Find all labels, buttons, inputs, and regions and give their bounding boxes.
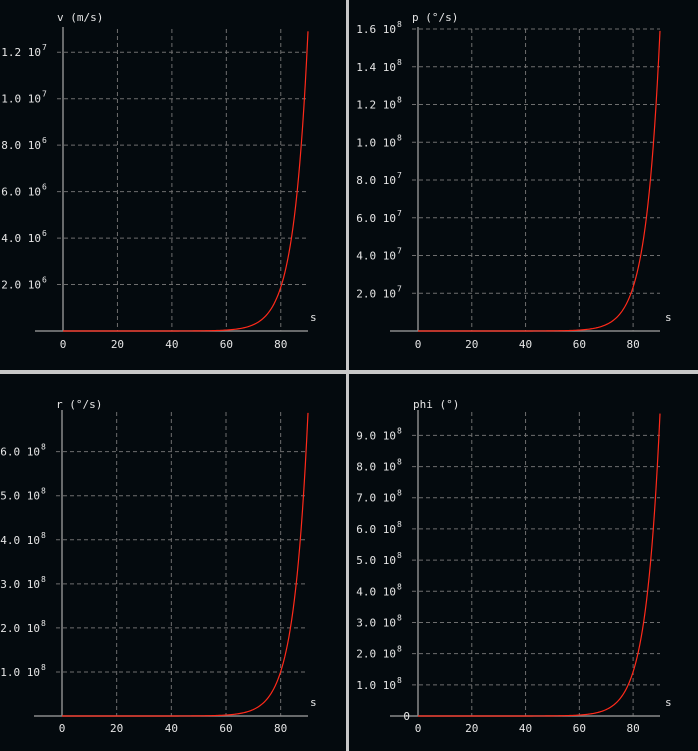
y-tick-exponent: 8 — [41, 487, 46, 496]
y-tick-label: 9.0 10 — [356, 429, 396, 442]
x-tick-label: 40 — [519, 338, 532, 351]
y-tick-exponent: 6 — [42, 229, 47, 238]
y-tick-exponent: 8 — [41, 619, 46, 628]
x-tick-label: 40 — [165, 338, 178, 351]
y-tick-exponent: 8 — [397, 582, 402, 591]
x-tick-label: 40 — [165, 722, 178, 735]
y-tick-exponent: 7 — [397, 209, 402, 218]
y-tick-exponent: 7 — [397, 284, 402, 293]
x-tick-label: 0 — [60, 338, 67, 351]
x-tick-label: 60 — [573, 722, 586, 735]
y-tick-exponent: 6 — [42, 183, 47, 192]
x-tick-label: 0 — [415, 722, 422, 735]
y-tick-exponent: 8 — [397, 645, 402, 654]
y-tick-label: 1.6 10 — [356, 23, 396, 36]
chart-panel-phi: phi (°) s 0 20 40 60 80 9.0 10 8 8.0 10 8 7.0 10 8 6.… — [349, 374, 698, 751]
y-tick-exponent: 8 — [41, 443, 46, 452]
x-tick-label: 40 — [519, 722, 532, 735]
y-tick-label: 1.0 10 — [0, 666, 40, 679]
y-tick-label: 6.0 10 — [356, 212, 396, 225]
y-tick-label: 2.0 10 — [1, 279, 41, 292]
x-tick-label: 20 — [465, 722, 478, 735]
y-tick-label: 1.2 10 — [356, 99, 396, 112]
x-tick-label: 60 — [219, 722, 232, 735]
chart-panel-r: r (°/s) s 0 20 40 60 80 6.0 10 8 5.0 10 8 4.0 10 8 3.… — [0, 374, 346, 751]
chart-phi-svg: phi (°)s0 20 40 60 809.0 10 88.0 10 87.0 10 86.… — [356, 398, 672, 735]
x-tick-label: 20 — [111, 338, 124, 351]
x-tick-label: 60 — [573, 338, 586, 351]
y-tick-exponent: 7 — [42, 43, 47, 52]
y-tick-exponent: 8 — [397, 520, 402, 529]
series-line-r — [62, 412, 309, 717]
y-tick-label: 5.0 10 — [356, 554, 396, 567]
x-tick-label: 60 — [220, 338, 233, 351]
chart-p-svg: p (°/s)s0 20 40 60 801.6 10 81.4 10 81.2 10 81.… — [356, 11, 672, 351]
y-tick-exponent: 6 — [42, 136, 47, 145]
chart-title-p: p (°/s) — [412, 11, 458, 24]
y-tick-exponent: 8 — [397, 551, 402, 560]
y-tick-label: 4.0 10 — [356, 585, 396, 598]
y-tick-exponent: 6 — [42, 276, 47, 285]
chart-v-svg: v (m/s)s0 20 40 60 801.2 10 71.0 10 78.0 10 66.… — [1, 11, 317, 351]
y-tick-exponent: 7 — [397, 247, 402, 256]
x-tick-label: 0 — [415, 338, 422, 351]
y-tick-label: 6.0 10 — [356, 523, 396, 536]
y-tick-label: 4.0 10 — [1, 232, 41, 245]
y-tick-label: 8.0 10 — [356, 461, 396, 474]
chart-panel-v: v (m/s) s 0 20 40 60 80 1.2 10 7 1.0 10 7 8.0 10 6 6.… — [0, 0, 346, 370]
y-tick-exponent: 8 — [397, 613, 402, 622]
y-tick-label: 3.0 10 — [356, 616, 396, 629]
y-tick-exponent: 8 — [397, 96, 402, 105]
y-tick-exponent: 7 — [397, 171, 402, 180]
x-tick-label: 80 — [626, 722, 639, 735]
x-tick-label: 80 — [274, 338, 287, 351]
x-tick-label: 20 — [110, 722, 123, 735]
x-axis-label: s — [665, 311, 672, 324]
y-tick-label: 2.0 10 — [356, 287, 396, 300]
series-line-phi — [418, 413, 661, 717]
y-tick-label: 2.0 10 — [356, 648, 396, 661]
y-tick-label: 2.0 10 — [0, 622, 40, 635]
y-tick-exponent: 8 — [397, 458, 402, 467]
y-tick-label: 1.4 10 — [356, 61, 396, 74]
chart-panel-p: p (°/s) s 0 20 40 60 80 1.6 10 8 1.4 10 8 1.2 10 8 1.… — [349, 0, 698, 370]
x-axis-label: s — [665, 696, 672, 709]
x-axis-label: s — [310, 696, 317, 709]
y-tick-label: 7.0 10 — [356, 492, 396, 505]
chart-title-v: v (m/s) — [57, 11, 103, 24]
y-tick-label: 6.0 10 — [0, 446, 40, 459]
y-tick-exponent: 8 — [41, 531, 46, 540]
x-tick-label: 80 — [626, 338, 639, 351]
x-tick-label: 80 — [274, 722, 287, 735]
y-tick-label: 1.0 10 — [1, 93, 41, 106]
y-tick-label: 8.0 10 — [356, 174, 396, 187]
y-tick-exponent: 8 — [397, 426, 402, 435]
chart-title-r: r (°/s) — [56, 398, 102, 411]
y-tick-label: 0 — [403, 710, 410, 723]
chart-title-phi: phi (°) — [413, 398, 459, 411]
x-axis-label: s — [310, 311, 317, 324]
y-tick-exponent: 8 — [397, 133, 402, 142]
y-tick-exponent: 8 — [397, 20, 402, 29]
y-tick-label: 1.2 10 — [1, 46, 41, 59]
y-tick-exponent: 8 — [397, 58, 402, 67]
y-tick-exponent: 7 — [42, 90, 47, 99]
y-tick-label: 8.0 10 — [1, 139, 41, 152]
series-line-v — [63, 31, 309, 332]
series-line-p — [418, 30, 661, 332]
y-tick-label: 4.0 10 — [356, 250, 396, 263]
y-tick-exponent: 8 — [397, 676, 402, 685]
chart-r-svg: r (°/s)s0 20 40 60 806.0 10 85.0 10 84.0 10 83.… — [0, 398, 317, 735]
y-tick-exponent: 8 — [41, 575, 46, 584]
y-tick-exponent: 8 — [41, 663, 46, 672]
y-tick-label: 1.0 10 — [356, 136, 396, 149]
x-tick-label: 0 — [59, 722, 66, 735]
y-tick-label: 5.0 10 — [0, 490, 40, 503]
x-tick-label: 20 — [465, 338, 478, 351]
y-tick-label: 4.0 10 — [0, 534, 40, 547]
y-tick-label: 3.0 10 — [0, 578, 40, 591]
y-tick-label: 6.0 10 — [1, 186, 41, 199]
y-tick-label: 1.0 10 — [356, 679, 396, 692]
y-tick-exponent: 8 — [397, 489, 402, 498]
